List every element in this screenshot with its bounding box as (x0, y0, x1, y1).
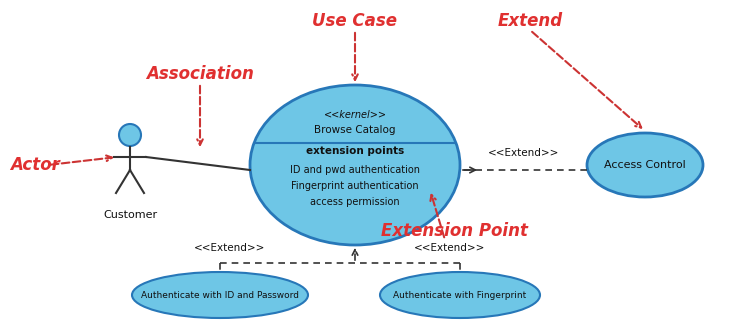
Text: Extend: Extend (497, 12, 562, 30)
Text: <<kernel>>: <<kernel>> (324, 110, 386, 120)
Text: access permission: access permission (310, 197, 399, 207)
Ellipse shape (380, 272, 540, 318)
Text: Authenticate with ID and Password: Authenticate with ID and Password (141, 290, 299, 299)
Ellipse shape (587, 133, 703, 197)
Ellipse shape (250, 85, 460, 245)
Text: Access Control: Access Control (604, 160, 686, 170)
Text: Fingerprint authentication: Fingerprint authentication (291, 181, 419, 191)
Text: <<Extend>>: <<Extend>> (414, 243, 486, 253)
Text: <<Extend>>: <<Extend>> (195, 243, 265, 253)
Circle shape (119, 124, 141, 146)
Text: ID and pwd authentication: ID and pwd authentication (290, 165, 420, 175)
Text: Customer: Customer (103, 210, 157, 220)
Text: Association: Association (146, 65, 254, 83)
Text: Authenticate with Fingerprint: Authenticate with Fingerprint (394, 290, 527, 299)
Text: extension points: extension points (306, 146, 404, 156)
Text: Extension Point: Extension Point (382, 222, 528, 240)
Ellipse shape (132, 272, 308, 318)
Text: Browse Catalog: Browse Catalog (314, 125, 396, 135)
Text: Use Case: Use Case (312, 12, 397, 30)
Text: <<Extend>>: <<Extend>> (488, 148, 559, 158)
Text: Actor: Actor (10, 156, 60, 174)
